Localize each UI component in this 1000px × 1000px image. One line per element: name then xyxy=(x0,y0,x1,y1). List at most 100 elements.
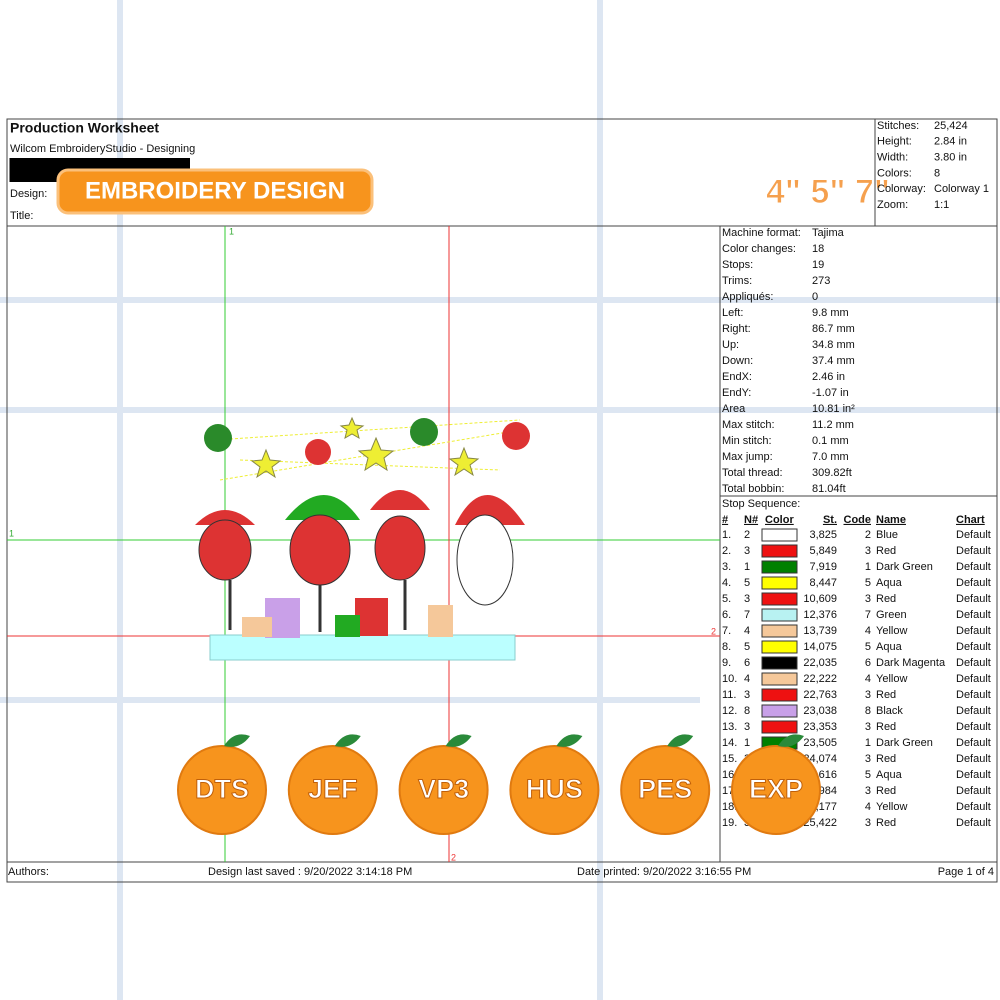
machine-value: 18 xyxy=(812,243,824,255)
cell-st: 23,505 xyxy=(803,737,837,749)
machine-value: 86.7 mm xyxy=(812,323,855,335)
cell-st: 22,035 xyxy=(803,657,837,669)
color-swatch xyxy=(761,672,798,686)
format-badge xyxy=(398,745,489,835)
color-swatch xyxy=(761,528,798,542)
cell-num: 9. xyxy=(722,657,731,669)
machine-label: Machine format: xyxy=(722,227,801,239)
machine-value: 11.2 mm xyxy=(812,419,854,431)
cell-code: 5 xyxy=(865,769,871,781)
cell-name: Yellow xyxy=(876,673,907,685)
cell-code: 2 xyxy=(865,529,871,541)
cell-num: 19. xyxy=(722,817,737,829)
machine-label: EndY: xyxy=(722,387,751,399)
column-header: Chart xyxy=(956,514,985,526)
size-text: 4" 5" 7" xyxy=(766,173,890,211)
title-label: Title: xyxy=(10,210,33,222)
cell-n: 8 xyxy=(744,705,750,717)
cell-code: 6 xyxy=(865,657,871,669)
badge xyxy=(56,168,374,215)
footer-page: Page 1 of 4 xyxy=(938,866,994,878)
guide-label: 2 xyxy=(451,852,456,862)
summary-value: Colorway 1 xyxy=(934,183,989,195)
leaf xyxy=(224,734,250,747)
machine-label: Min stitch: xyxy=(722,435,772,447)
format-badge xyxy=(620,745,711,835)
cell-n: 3 xyxy=(744,545,750,557)
column-header: Color xyxy=(765,514,794,526)
format-label: VP3 xyxy=(418,774,469,804)
cell-code: 3 xyxy=(865,817,871,829)
leaf xyxy=(778,734,804,747)
cell-code: 8 xyxy=(865,705,871,717)
machine-value: 81.04ft xyxy=(812,483,846,495)
cell-name: Aqua xyxy=(876,641,903,653)
cell-chart: Default xyxy=(956,577,991,589)
color-swatch xyxy=(761,704,798,718)
cell-name: Dark Green xyxy=(876,737,933,749)
cell-n: 5 xyxy=(744,641,750,653)
cell-num: 12. xyxy=(722,705,737,717)
summary-label: Colorway: xyxy=(877,183,926,195)
cell-chart: Default xyxy=(956,529,991,541)
cell-code: 1 xyxy=(865,561,871,573)
color-swatch xyxy=(761,656,798,670)
format-badge xyxy=(177,745,267,835)
cell-name: Red xyxy=(876,593,896,605)
cell-chart: Default xyxy=(956,689,991,701)
machine-label: Stops: xyxy=(722,259,753,271)
summary-value: 2.84 in xyxy=(934,136,967,148)
machine-value: 309.82ft xyxy=(812,467,852,479)
column-header: N# xyxy=(744,514,758,526)
cell-chart: Default xyxy=(956,721,991,733)
color-swatch xyxy=(761,720,798,734)
footer-saved: Design last saved : 9/20/2022 3:14:18 PM xyxy=(208,866,412,878)
cell-name: Black xyxy=(876,705,903,717)
summary-value: 25,424 xyxy=(934,120,968,132)
column-header: # xyxy=(722,514,728,526)
color-swatch xyxy=(761,544,798,558)
cell-name: Green xyxy=(876,609,907,621)
cell-code: 3 xyxy=(865,689,871,701)
machine-value: 34.8 mm xyxy=(812,339,855,351)
cell-name: Red xyxy=(876,817,896,829)
subtitle: Wilcom EmbroideryStudio - Designing xyxy=(10,143,195,155)
color-swatch xyxy=(761,576,798,590)
cell-st: 10,609 xyxy=(803,593,837,605)
machine-label: Color changes: xyxy=(722,243,796,255)
cell-n: 6 xyxy=(744,657,750,669)
cell-num: 13. xyxy=(722,721,737,733)
color-swatch xyxy=(761,624,798,638)
cell-n: 4 xyxy=(744,673,750,685)
cell-num: 7. xyxy=(722,625,731,637)
cell-st: 25,422 xyxy=(803,817,837,829)
machine-label: Max stitch: xyxy=(722,419,775,431)
cell-chart: Default xyxy=(956,769,991,781)
cell-code: 5 xyxy=(865,641,871,653)
summary-label: Zoom: xyxy=(877,199,908,211)
cell-num: 8. xyxy=(722,641,731,653)
cell-name: Red xyxy=(876,721,896,733)
stop-sequence-title: Stop Sequence: xyxy=(722,498,800,510)
guide-label: 2 xyxy=(711,626,716,636)
cell-st: 8,447 xyxy=(809,577,837,589)
cell-n: 4 xyxy=(744,625,750,637)
machine-label: Appliqués: xyxy=(722,291,773,303)
format-badge xyxy=(509,745,600,835)
guide-label: 1 xyxy=(229,226,234,236)
cell-st: 14,075 xyxy=(803,641,837,653)
cell-code: 3 xyxy=(865,545,871,557)
machine-label: Total thread: xyxy=(722,467,783,479)
cell-num: 5. xyxy=(722,593,731,605)
cell-name: Yellow xyxy=(876,625,907,637)
guide-label: 1 xyxy=(9,528,14,538)
format-label: DTS xyxy=(195,774,249,804)
cell-n: 2 xyxy=(744,529,750,541)
cell-st: 12,376 xyxy=(803,609,837,621)
cell-code: 3 xyxy=(865,593,871,605)
format-label: EXP xyxy=(749,774,803,804)
leaf xyxy=(667,734,694,747)
machine-label: EndX: xyxy=(722,371,752,383)
cell-name: Red xyxy=(876,689,896,701)
cell-chart: Default xyxy=(956,673,991,685)
